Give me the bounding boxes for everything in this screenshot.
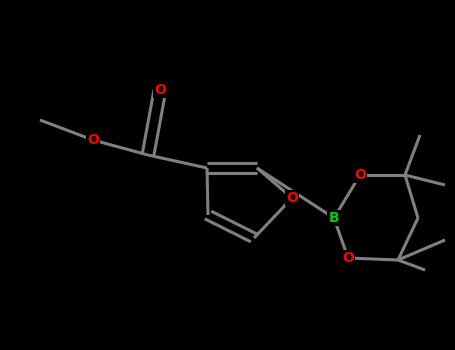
- Text: O: O: [154, 83, 166, 97]
- Text: O: O: [342, 251, 354, 265]
- Text: O: O: [286, 191, 298, 205]
- Text: B: B: [329, 211, 339, 225]
- Text: O: O: [87, 133, 99, 147]
- Text: O: O: [354, 168, 366, 182]
